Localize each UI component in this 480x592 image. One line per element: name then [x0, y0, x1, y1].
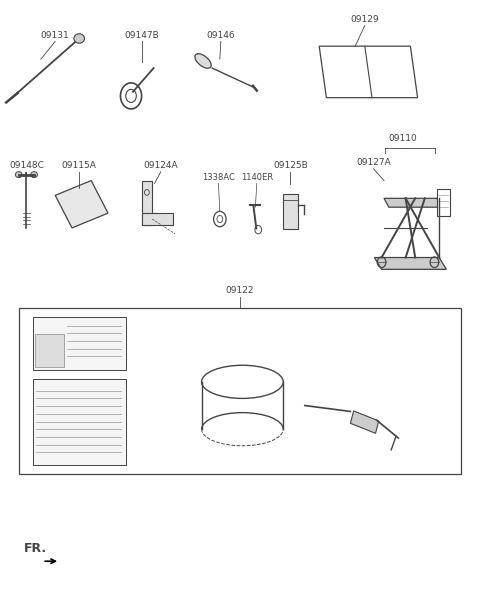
Text: 09110: 09110	[389, 134, 418, 143]
Text: FR.: FR.	[24, 542, 47, 555]
Polygon shape	[384, 198, 442, 207]
Bar	[142, 181, 152, 225]
Bar	[33, 317, 126, 370]
Ellipse shape	[15, 172, 22, 178]
Ellipse shape	[74, 34, 84, 43]
Text: 09115A: 09115A	[62, 161, 96, 170]
Text: 09125B: 09125B	[273, 161, 308, 170]
Text: 1338AC: 1338AC	[202, 173, 235, 182]
Text: 09127A: 09127A	[356, 158, 391, 167]
Polygon shape	[55, 181, 108, 228]
Bar	[35, 334, 64, 367]
Ellipse shape	[31, 172, 37, 178]
Text: 09122: 09122	[226, 286, 254, 295]
Text: 09129: 09129	[350, 15, 379, 24]
Bar	[283, 194, 298, 229]
Ellipse shape	[195, 54, 211, 68]
Text: 09148C: 09148C	[9, 161, 44, 170]
Bar	[142, 213, 173, 225]
Bar	[33, 379, 126, 465]
Polygon shape	[374, 258, 446, 269]
Text: 09124A: 09124A	[144, 161, 178, 170]
Text: 09146: 09146	[206, 31, 235, 40]
Bar	[350, 411, 379, 433]
Text: 09131: 09131	[41, 31, 70, 40]
Text: 1140ER: 1140ER	[241, 173, 273, 182]
Polygon shape	[437, 189, 450, 216]
Polygon shape	[319, 46, 418, 98]
Ellipse shape	[202, 365, 283, 398]
Text: 09147B: 09147B	[124, 31, 159, 40]
Bar	[19, 308, 461, 474]
